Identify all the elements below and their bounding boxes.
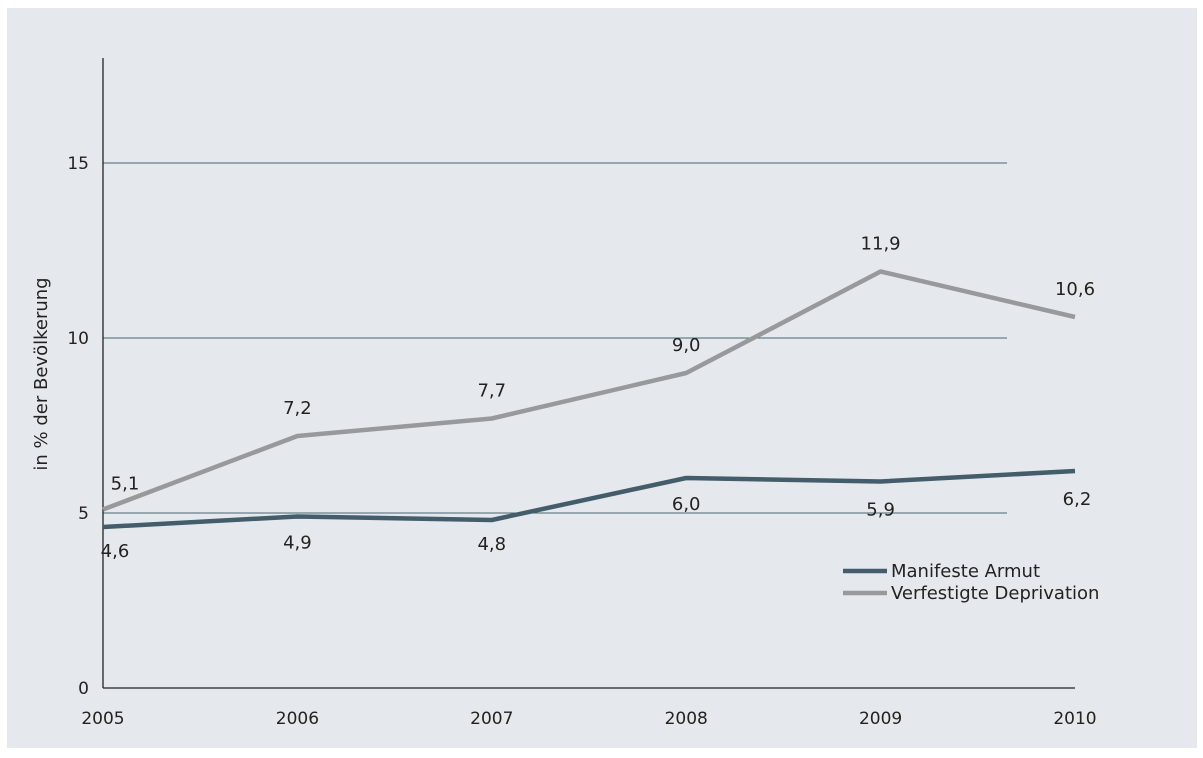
data-label-verfestigte-deprivation: 11,9 (861, 234, 901, 255)
data-label-verfestigte-deprivation: 10,6 (1055, 279, 1095, 300)
y-tick-label: 0 (78, 679, 89, 699)
x-tick-label: 2009 (859, 709, 902, 729)
data-label-manifeste-armut: 6,2 (1063, 489, 1092, 510)
x-tick-label: 2006 (276, 709, 319, 729)
series-line-manifeste-armut (102, 468, 1076, 530)
x-tick-label: 2007 (470, 709, 513, 729)
data-label-verfestigte-deprivation: 5,1 (111, 474, 140, 495)
y-tick-label: 5 (78, 504, 89, 524)
y-tick-label: 15 (67, 154, 89, 174)
data-labels: 4,6 4,9 4,8 6,0 5,9 6,2 5,1 7,2 7,7 9,0 11,9 10,6 (101, 234, 1095, 563)
gridlines (103, 162, 1007, 514)
series-line-verfestigte-deprivation (102, 269, 1076, 512)
series-lines (102, 269, 1076, 530)
data-label-manifeste-armut: 4,6 (101, 541, 130, 562)
chart-panel: 0 5 10 15 2005 2006 2007 2008 2009 2010 in % der… (7, 8, 1197, 748)
y-tick-labels: 0 5 10 15 (67, 154, 89, 699)
data-label-manifeste-armut: 6,0 (672, 494, 701, 515)
x-tick-labels: 2005 2006 2007 2008 2009 2010 (81, 709, 1096, 729)
x-tick-label: 2008 (665, 709, 708, 729)
line-chart: 0 5 10 15 2005 2006 2007 2008 2009 2010 in % der… (31, 58, 1099, 729)
data-label-manifeste-armut: 4,9 (283, 533, 312, 554)
x-tick-label: 2010 (1053, 709, 1096, 729)
data-label-verfestigte-deprivation: 7,7 (477, 381, 506, 402)
data-label-manifeste-armut: 4,8 (477, 534, 506, 555)
data-label-verfestigte-deprivation: 9,0 (672, 335, 701, 356)
y-tick-label: 10 (67, 329, 89, 349)
x-tick-label: 2005 (81, 709, 124, 729)
legend-label-manifeste-armut: Manifeste Armut (891, 561, 1040, 582)
y-axis-title: in % der Bevölkerung (31, 277, 52, 470)
legend-label-verfestigte-deprivation: Verfestigte Deprivation (891, 583, 1099, 604)
data-label-verfestigte-deprivation: 7,2 (283, 398, 312, 419)
data-label-manifeste-armut: 5,9 (866, 500, 895, 521)
axes (102, 58, 1075, 689)
